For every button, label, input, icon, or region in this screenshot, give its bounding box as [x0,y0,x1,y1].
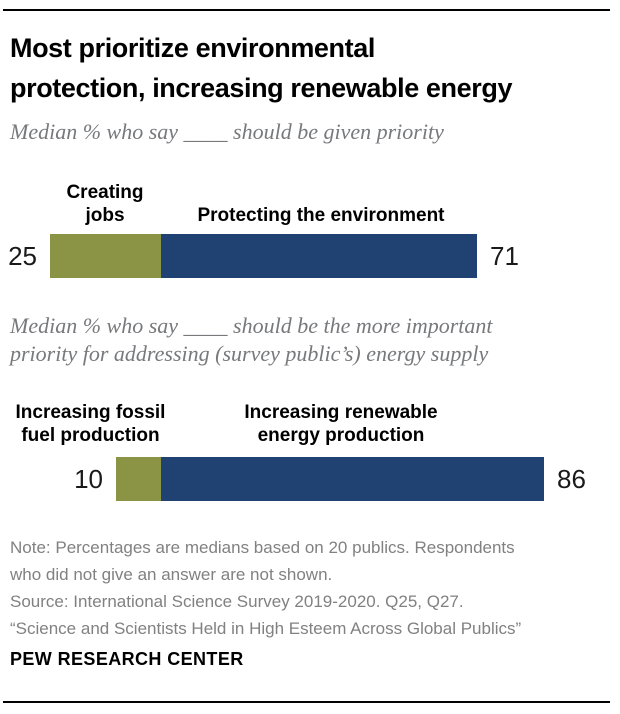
brand-footer: PEW RESEARCH CENTER [10,649,244,669]
chart1-right-value: 71 [490,240,519,271]
chart1-left-segment-label: Creating jobs [66,182,144,226]
note-source-block: Note: Percentages are medians based on 2… [10,534,521,642]
chart1-left-value: 25 [8,240,37,271]
chart2-left-value: 10 [74,463,103,494]
note-line: who did not give an answer are not shown… [10,565,333,584]
chart1-right-bar-group: 71 [161,234,519,278]
page-title: Most prioritize environmental protection… [10,28,616,108]
chart2-right-segment-label: Increasing renewable energy production [244,402,438,446]
chart2-subtitle: Median % who say ____ should be the more… [10,313,493,366]
chart1-right-segment-label: Protecting the environment [197,205,445,226]
chart2-left-bar-group: 10 [74,457,161,501]
title-line-1: Most prioritize environmental [10,33,375,63]
report-title-line: “Science and Scientists Held in High Est… [10,619,522,638]
chart1-right-bar-segment [161,234,477,278]
chart2-left-segment-label: Increasing fossil fuel production [15,402,166,446]
bottom-rule [3,701,610,703]
source-line: Source: International Science Survey 201… [10,592,464,611]
top-rule [3,9,610,11]
note-line: Note: Percentages are medians based on 2… [10,538,515,557]
chart1-left-bar-segment [50,234,161,278]
chart2-right-bar-segment [161,457,544,501]
chart1-left-bar-group: 25 [8,234,161,278]
chart2-left-bar-segment [116,457,161,501]
chart2-right-bar-group: 86 [161,457,586,501]
title-line-2: protection, increasing renewable energy [10,73,513,103]
chart2-right-value: 86 [557,463,586,494]
chart1-subtitle: Median % who say ____ should be given pr… [10,119,444,144]
